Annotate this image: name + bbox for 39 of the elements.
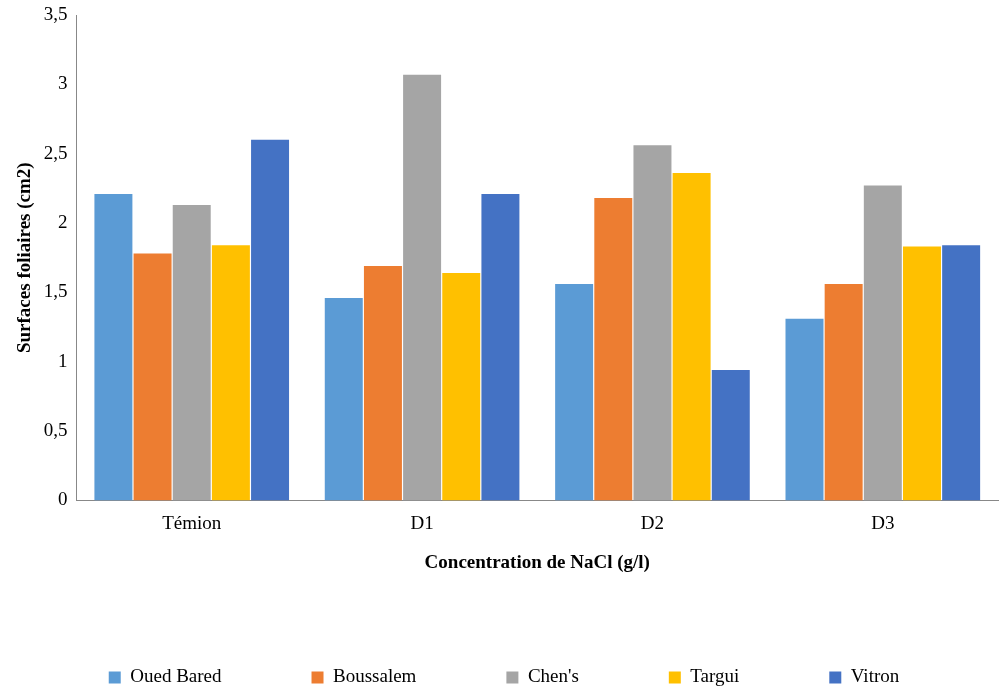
y-tick-label: 2,5 bbox=[43, 141, 68, 163]
bar bbox=[403, 74, 442, 501]
bar bbox=[363, 266, 402, 501]
bar bbox=[442, 272, 481, 501]
x-tick-label: Témion bbox=[162, 511, 222, 533]
legend-label: Boussalem bbox=[333, 665, 417, 687]
bar bbox=[555, 284, 594, 501]
x-tick-label: D3 bbox=[871, 511, 895, 533]
bar bbox=[481, 193, 520, 501]
bar bbox=[594, 198, 633, 501]
y-tick-label: 0 bbox=[58, 488, 68, 510]
y-axis-title: Surfaces foliaires (cm2) bbox=[13, 162, 36, 354]
y-tick-label: 2 bbox=[58, 211, 68, 233]
legend-label: Targui bbox=[690, 665, 740, 687]
bar bbox=[172, 205, 211, 501]
bar bbox=[94, 193, 133, 501]
legend-label: Chen's bbox=[527, 665, 579, 687]
x-axis-title: Concentration de NaCl (g/l) bbox=[424, 550, 650, 573]
y-tick-label: 1,5 bbox=[43, 280, 68, 302]
x-tick-label: D1 bbox=[410, 511, 434, 533]
bar bbox=[824, 284, 863, 501]
y-tick-label: 1 bbox=[58, 349, 68, 371]
bar bbox=[942, 245, 981, 501]
bar bbox=[324, 297, 363, 501]
bar bbox=[251, 139, 290, 501]
legend-label: Oued Bared bbox=[130, 665, 223, 687]
bar bbox=[211, 245, 250, 501]
legend-label: Vitron bbox=[850, 665, 900, 687]
y-tick-label: 0,5 bbox=[43, 419, 68, 441]
bar bbox=[785, 318, 824, 501]
bar bbox=[711, 370, 750, 501]
bar bbox=[672, 173, 711, 501]
bar bbox=[863, 185, 902, 501]
bar bbox=[133, 253, 172, 501]
y-tick-label: 3,5 bbox=[43, 2, 68, 24]
x-tick-label: D2 bbox=[640, 511, 665, 533]
bar bbox=[633, 145, 672, 501]
bar bbox=[902, 246, 941, 501]
y-tick-label: 3 bbox=[58, 72, 68, 94]
